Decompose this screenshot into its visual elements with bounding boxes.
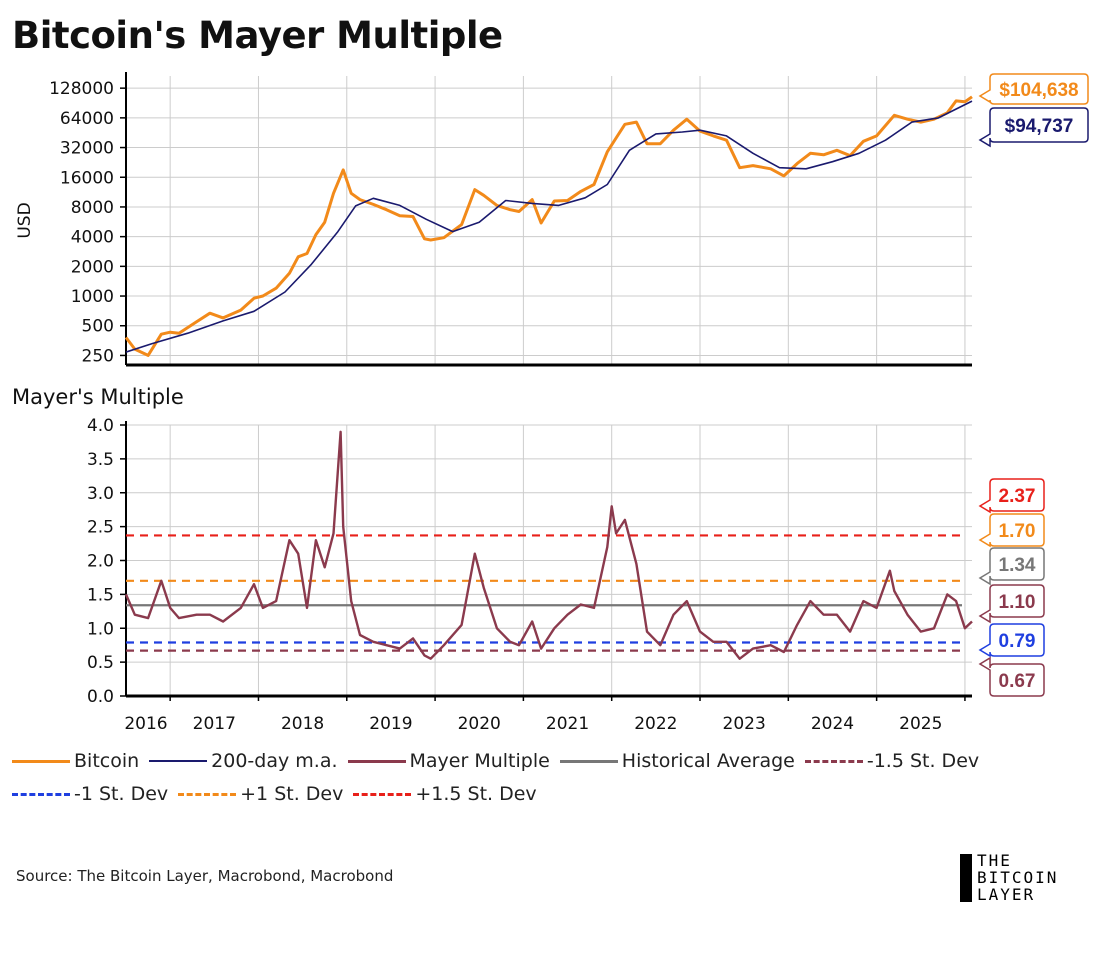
- brand-logo-text: THE BITCOIN LAYER: [977, 852, 1058, 903]
- legend-label-mayer: Mayer Multiple: [409, 750, 550, 772]
- legend-label-minus1: -1 St. Dev: [74, 783, 169, 805]
- legend-label-plus1: +1 St. Dev: [240, 783, 344, 805]
- callout-plus1-box: [978, 513, 1045, 548]
- legend-item-plus1: +1 St. Dev: [178, 783, 343, 805]
- callout-bitcoin-box: [978, 73, 1089, 105]
- brand-logo: THE BITCOIN LAYER: [960, 852, 1090, 904]
- bottom-ytick-label-2.5: 2.5: [87, 518, 114, 538]
- callout-minus1-label: 0.79: [999, 631, 1036, 652]
- price-chart: 250 500 1000 2000 4000 8000 16000 32000 64000 128…: [15, 72, 1089, 367]
- top-ytick-label-32000: 32000: [60, 139, 114, 159]
- x-tick-label-2016: 2016: [124, 714, 167, 734]
- x-tick-label-2024: 2024: [811, 714, 854, 734]
- callout-mayer-box: [978, 584, 1045, 624]
- x-tick-label-2017: 2017: [193, 714, 236, 734]
- top-ytick-label-128000: 128000: [49, 79, 114, 99]
- bottom-ytick-label-1.0: 1.0: [87, 619, 114, 639]
- legend-swatch-plus1: [178, 792, 237, 796]
- top-ytick-label-500: 500: [82, 317, 114, 337]
- legend-swatch-average: [559, 759, 618, 763]
- legend-row-1: Bitcoin 200-day m.a. Mayer Multiple Histori…: [12, 750, 989, 772]
- brand-line-1: THE: [977, 851, 1012, 870]
- legend-item-minus1: -1 St. Dev: [12, 783, 168, 805]
- top-ytick-label-2000: 2000: [71, 257, 114, 277]
- legend-item-mayer: Mayer Multiple: [347, 750, 550, 772]
- legend-label-average: Historical Average: [621, 750, 795, 772]
- callout-ma200-label: $94,737: [1005, 116, 1074, 137]
- bottom-ytick-label-2.0: 2.0: [87, 552, 114, 572]
- brand-line-3: LAYER: [977, 885, 1036, 904]
- top-ytick-label-64000: 64000: [60, 109, 114, 129]
- legend-swatch-minus1: [12, 792, 70, 796]
- top-ytick-label-250: 250: [82, 346, 114, 366]
- bottom-ytick-label-1.5: 1.5: [87, 585, 114, 605]
- legend-item-plus15: +1.5 St. Dev: [353, 783, 537, 805]
- top-ytick-label-8000: 8000: [71, 198, 114, 218]
- top-ytick-label-4000: 4000: [71, 228, 114, 248]
- x-tick-label-2020: 2020: [458, 714, 501, 734]
- x-tick-label-2019: 2019: [369, 714, 412, 734]
- source-note: Source: The Bitcoin Layer, Macrobond, Ma…: [16, 867, 394, 885]
- legend-label-minus15: -1.5 St. Dev: [866, 750, 980, 772]
- callout-bitcoin-label: $104,638: [999, 80, 1078, 101]
- callout-minus15-label: 0.67: [999, 671, 1036, 692]
- callout-plus1-label: 1.70: [999, 521, 1036, 542]
- series-ma200-line: [125, 100, 973, 353]
- bottom-ytick-label-4.0: 4.0: [87, 416, 114, 436]
- legend-row-2: -1 St. Dev +1 St. Dev +1.5 St. Dev: [12, 783, 547, 805]
- legend-swatch-ma200: [149, 760, 208, 762]
- series-bitcoin-line: [124, 95, 973, 357]
- x-tick-label-2022: 2022: [634, 714, 677, 734]
- x-tick-label-2025: 2025: [899, 714, 942, 734]
- legend-item-bitcoin: Bitcoin: [12, 750, 139, 772]
- bottom-ytick-label-3.0: 3.0: [87, 484, 114, 504]
- callout-minus1-box: [978, 623, 1045, 658]
- series-mayer-line: [124, 430, 973, 660]
- legend-swatch-mayer: [347, 759, 406, 763]
- legend-item-minus15: -1.5 St. Dev: [804, 750, 980, 772]
- top-y-axis-label: USD: [15, 202, 35, 238]
- mayer-multiple-chart: Mayer's Multiple 0.0 0.5 1.0 1.5 2.0 2.5 3.0 3.5…: [12, 385, 1045, 734]
- legend-label-plus15: +1.5 St. Dev: [415, 783, 537, 805]
- legend-swatch-bitcoin: [12, 759, 70, 763]
- legend-label-ma200: 200-day m.a.: [211, 750, 338, 772]
- legend-item-average: Historical Average: [559, 750, 795, 772]
- bottom-ytick-label-0.0: 0.0: [87, 687, 114, 707]
- page-title: Bitcoin's Mayer Multiple: [12, 14, 503, 57]
- callout-plus15-box: [978, 478, 1045, 514]
- callout-average-label: 1.34: [999, 555, 1036, 576]
- top-ytick-label-16000: 16000: [60, 168, 114, 188]
- callout-average-box: [978, 547, 1045, 586]
- legend-swatch-plus15: [353, 792, 412, 796]
- bottom-ytick-label-3.5: 3.5: [87, 450, 114, 470]
- callout-ma200-box: [978, 107, 1089, 148]
- legend-label-bitcoin: Bitcoin: [74, 750, 140, 772]
- top-ytick-label-1000: 1000: [71, 287, 114, 307]
- brand-line-2: BITCOIN: [977, 868, 1059, 887]
- x-tick-label-2018: 2018: [281, 714, 324, 734]
- mayer-chart-title: Mayer's Multiple: [12, 385, 184, 409]
- bottom-ytick-label-0.5: 0.5: [87, 653, 114, 673]
- x-tick-label-2023: 2023: [723, 714, 766, 734]
- legend-item-ma200: 200-day m.a.: [149, 750, 338, 772]
- callout-mayer-label: 1.10: [999, 592, 1036, 613]
- legend-swatch-minus15: [804, 759, 863, 763]
- callout-plus15-label: 2.37: [999, 486, 1036, 507]
- brand-logo-bar: [960, 854, 972, 902]
- callout-minus15-box: [978, 656, 1045, 697]
- x-tick-label-2021: 2021: [546, 714, 589, 734]
